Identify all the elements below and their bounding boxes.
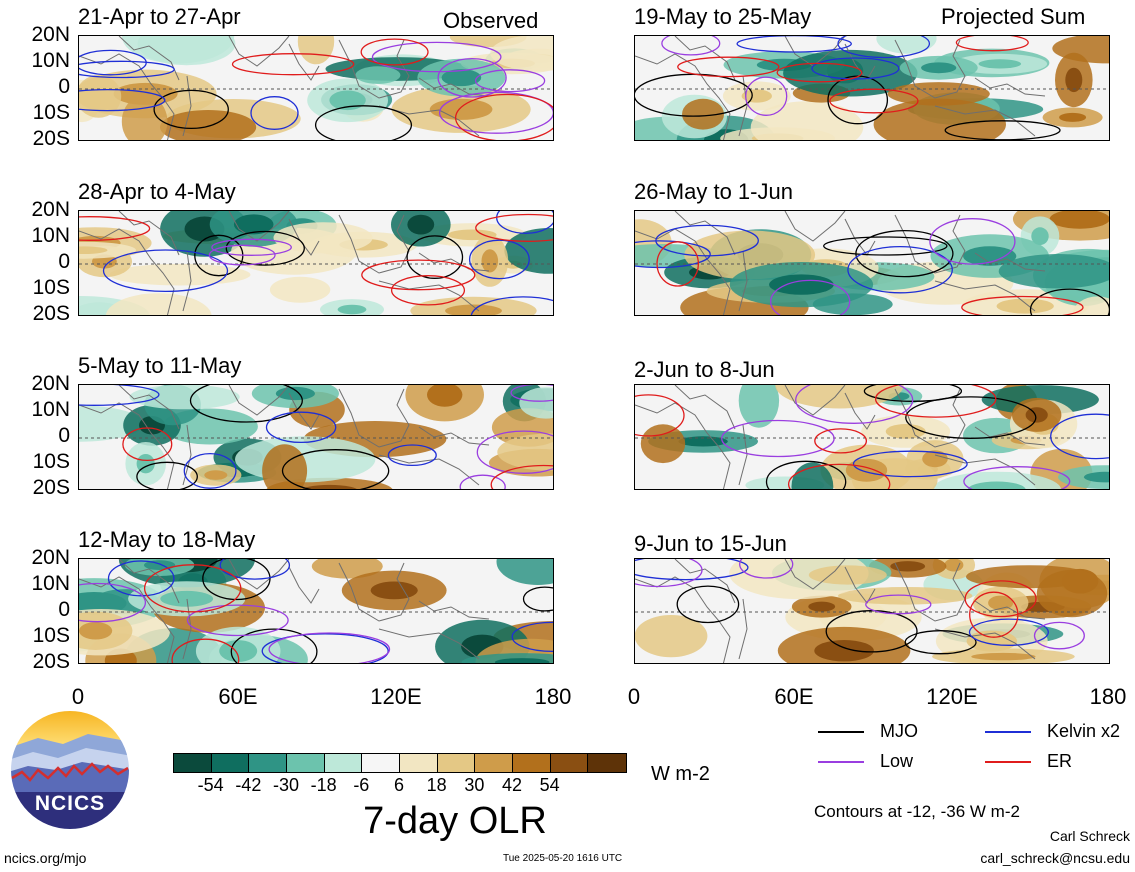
lat-label-row3-3: 10S bbox=[32, 450, 70, 473]
lat-label-row3-4: 20S bbox=[32, 476, 70, 499]
lat-label-row1-2: 0 bbox=[58, 75, 70, 98]
lat-label-row1-4: 20S bbox=[32, 127, 70, 150]
olr-map-panel-2 bbox=[78, 210, 554, 316]
footer-timestamp: Tue 2025-05-20 1616 UTC bbox=[503, 853, 623, 864]
olr-map-panel-4 bbox=[78, 558, 554, 664]
lon-label-60e-left: 60E bbox=[218, 684, 258, 709]
colorbar-segment-10 bbox=[550, 754, 589, 772]
colorbar-segment-8 bbox=[475, 754, 513, 772]
colorbar-tick-label: -54 bbox=[197, 775, 224, 795]
colorbar-tick-label: -18 bbox=[310, 775, 337, 795]
legend-line-low bbox=[818, 761, 864, 763]
lat-label-row3-2: 0 bbox=[58, 424, 70, 447]
colorbar-title: 7-day OLR bbox=[363, 800, 547, 842]
colorbar-units: W m-2 bbox=[651, 763, 710, 785]
colorbar-tick-label: -30 bbox=[272, 775, 299, 795]
colorbar-segment-2 bbox=[249, 754, 287, 772]
colorbar-segment-4 bbox=[324, 754, 363, 772]
footer-email: carl_schreck@ncsu.edu bbox=[980, 850, 1130, 866]
lat-label-row1-0: 20N bbox=[31, 23, 70, 46]
panel-title-6: 26-May to 1-Jun bbox=[634, 179, 793, 204]
lat-label-row3-0: 20N bbox=[31, 372, 70, 395]
lat-label-row3-1: 10N bbox=[31, 398, 70, 421]
legend-line-kelvin bbox=[985, 731, 1031, 733]
lat-label-row4-0: 20N bbox=[31, 546, 70, 569]
lat-label-row2-0: 20N bbox=[31, 198, 70, 221]
lon-label-180-left: 180 bbox=[534, 684, 572, 709]
olr-map-panel-7 bbox=[634, 384, 1110, 490]
olr-map-panel-8 bbox=[634, 558, 1110, 664]
lat-label-row4-2: 0 bbox=[58, 598, 70, 621]
colorbar-tick-label: 6 bbox=[393, 775, 404, 795]
colorbar-segment-7 bbox=[437, 754, 476, 772]
olr-map-panel-3 bbox=[78, 384, 554, 490]
colorbar-tick-label: 42 bbox=[501, 775, 523, 795]
legend-label-mjo: MJO bbox=[880, 721, 918, 741]
lat-label-row4-3: 10S bbox=[32, 624, 70, 647]
ncics-logo: NCICS bbox=[8, 708, 132, 832]
colorbar-tick-label: 30 bbox=[464, 775, 485, 795]
lat-label-row1-1: 10N bbox=[31, 49, 70, 72]
legend-line-mjo bbox=[818, 731, 864, 733]
colorbar-segment-1 bbox=[211, 754, 250, 772]
lat-label-row2-3: 10S bbox=[32, 276, 70, 299]
lat-label-row4-4: 20S bbox=[32, 650, 70, 673]
colorbar-segment-0 bbox=[174, 754, 212, 772]
lat-label-row1-3: 10S bbox=[32, 101, 70, 124]
footer-site: ncics.org/mjo bbox=[4, 850, 87, 866]
panel-title-5: 19-May to 25-May bbox=[634, 4, 812, 29]
lon-label-120e-left: 120E bbox=[370, 684, 422, 709]
lon-label-120e-right: 120E bbox=[926, 684, 978, 709]
observed-label: Observed bbox=[443, 8, 539, 33]
colorbar-segment-9 bbox=[513, 754, 551, 772]
logo-text: NCICS bbox=[34, 792, 106, 815]
panel-title-2: 28-Apr to 4-May bbox=[78, 179, 236, 204]
olr-map-panel-5 bbox=[634, 35, 1110, 141]
projected-label: Projected Sum bbox=[941, 4, 1086, 29]
colorbar-tick-label: -42 bbox=[235, 775, 262, 795]
legend-label-kelvin: Kelvin x2 bbox=[1047, 721, 1121, 741]
lon-label-60e-right: 60E bbox=[774, 684, 814, 709]
legend-label-low: Low bbox=[880, 751, 914, 771]
lat-label-row2-1: 10N bbox=[31, 224, 70, 247]
lat-label-row2-4: 20S bbox=[32, 302, 70, 325]
panel-title-1: 21-Apr to 27-Apr bbox=[78, 4, 241, 29]
panel-title-8: 9-Jun to 15-Jun bbox=[634, 531, 787, 556]
colorbar-segment-11 bbox=[588, 754, 626, 772]
legend-label-er: ER bbox=[1047, 751, 1073, 771]
colorbar-segment-6 bbox=[400, 754, 438, 772]
legend-line-er bbox=[985, 761, 1031, 763]
olr-map-panel-6 bbox=[634, 210, 1110, 316]
lon-label-0-left: 0 bbox=[71, 684, 85, 709]
lon-label-180-right: 180 bbox=[1089, 684, 1127, 709]
footer-author: Carl Schreck bbox=[1049, 828, 1130, 844]
olr-map-panel-1 bbox=[78, 35, 554, 141]
colorbar-tick-label: 54 bbox=[539, 775, 560, 795]
colorbar-tick-label: -6 bbox=[353, 775, 370, 795]
lon-label-0-right: 0 bbox=[627, 684, 641, 709]
contours-note: Contours at -12, -36 W m-2 bbox=[814, 802, 1020, 821]
panel-title-4: 12-May to 18-May bbox=[78, 527, 256, 552]
colorbar-segment-5 bbox=[362, 754, 400, 772]
lat-label-row4-1: 10N bbox=[31, 572, 70, 595]
colorbar-tick-label: 18 bbox=[426, 775, 447, 795]
panel-title-3: 5-May to 11-May bbox=[78, 353, 242, 378]
colorbar-segment-3 bbox=[287, 754, 325, 772]
panel-title-7: 2-Jun to 8-Jun bbox=[634, 357, 775, 382]
colorbar bbox=[173, 753, 627, 773]
lat-label-row2-2: 0 bbox=[58, 250, 70, 273]
